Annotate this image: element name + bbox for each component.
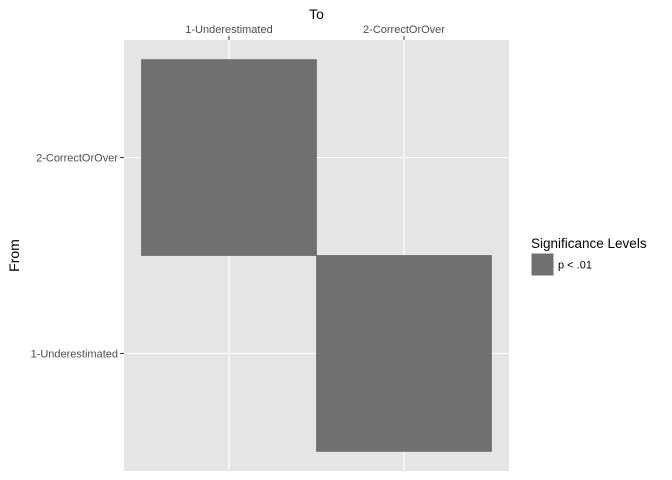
legend-title: Significance Levels [531,236,647,251]
heatmap-cell [141,59,317,256]
y-axis-title: From [6,239,22,272]
legend-key [530,252,555,277]
y-axis-ticks: 1-Underestimated 2-CorrectOrOver [31,153,124,360]
legend: Significance Levels p < .01 [530,236,647,277]
x-axis-ticks: 1-Underestimated 2-CorrectOrOver [185,24,445,40]
heatmap-cell [316,255,492,452]
x-tick-label: 2-CorrectOrOver [363,24,445,36]
y-tick-label: 2-CorrectOrOver [36,153,118,165]
x-tick-label: 1-Underestimated [185,24,272,36]
x-axis-title: To [309,6,324,22]
legend-label: p < .01 [558,260,592,272]
y-tick-label: 1-Underestimated [31,348,118,360]
heatmap-cells [141,59,492,452]
